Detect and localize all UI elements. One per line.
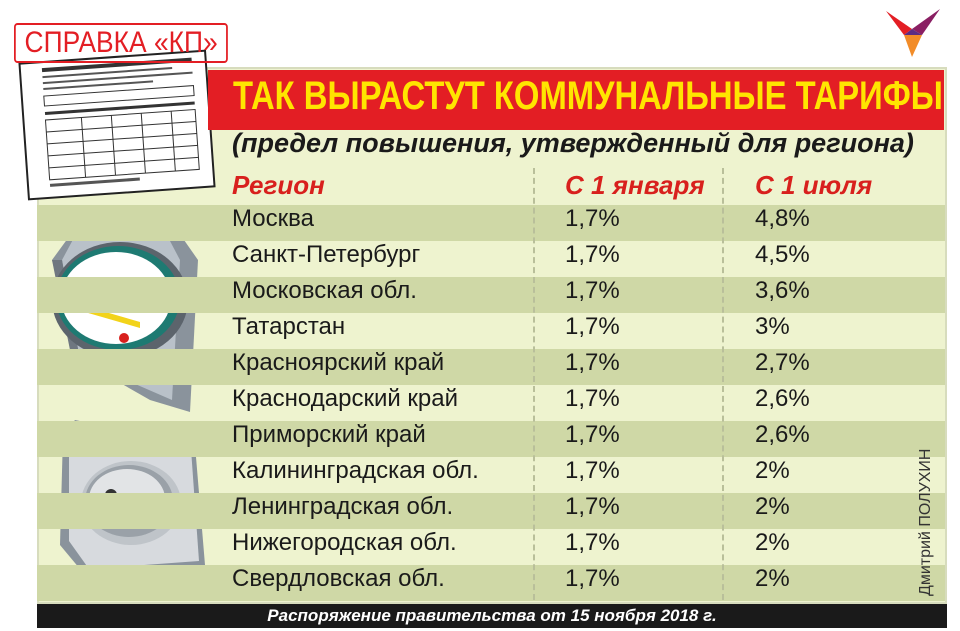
- region-cell: Свердловская обл.: [232, 565, 445, 592]
- table-row: Татарстан 1,7% 3%: [37, 313, 945, 349]
- jul-cell: 3%: [755, 313, 790, 340]
- region-cell: Московская обл.: [232, 277, 417, 304]
- jul-cell: 4,5%: [755, 241, 810, 268]
- region-cell: Приморский край: [232, 421, 426, 448]
- jan-cell: 1,7%: [565, 457, 620, 484]
- title-bar: [208, 70, 944, 130]
- jan-cell: 1,7%: [565, 385, 620, 412]
- tariff-table: Москва 1,7% 4,8% Санкт-Петербург 1,7% 4,…: [37, 205, 945, 601]
- region-cell: Москва: [232, 205, 314, 232]
- table-row: Приморский край 1,7% 2,6%: [37, 421, 945, 457]
- jan-cell: 1,7%: [565, 205, 620, 232]
- jan-cell: 1,7%: [565, 277, 620, 304]
- table-row: Москва 1,7% 4,8%: [37, 205, 945, 241]
- region-cell: Краснодарский край: [232, 385, 459, 412]
- kp-bird-logo-icon: [886, 9, 940, 57]
- jan-cell: 1,7%: [565, 313, 620, 340]
- table-row: Калининградская обл. 1,7% 2%: [37, 457, 945, 493]
- region-cell: Санкт-Петербург: [232, 241, 421, 268]
- region-cell: Ленинградская обл.: [232, 493, 454, 520]
- jul-cell: 2,6%: [755, 385, 810, 412]
- jul-cell: 2%: [755, 565, 790, 592]
- jul-cell: 2,7%: [755, 349, 810, 376]
- column-header-region: Регион: [232, 170, 325, 200]
- column-header-jul: С 1 июля: [755, 170, 873, 200]
- region-cell: Нижегородская обл.: [232, 529, 457, 556]
- jul-cell: 2%: [755, 457, 790, 484]
- table-row: Свердловская обл. 1,7% 2%: [37, 565, 945, 601]
- jul-cell: 3,6%: [755, 277, 810, 304]
- jan-cell: 1,7%: [565, 493, 620, 520]
- region-cell: Татарстан: [232, 313, 346, 340]
- utility-bill-icon: [18, 49, 216, 201]
- region-cell: Калининградская обл.: [232, 457, 479, 484]
- page-subtitle: (предел повышения, утвержденный для реги…: [232, 128, 914, 158]
- brand-label: СПРАВКА «КП»: [14, 23, 229, 63]
- table-row: Санкт-Петербург 1,7% 4,5%: [37, 241, 945, 277]
- table-row: Красноярский край 1,7% 2,7%: [37, 349, 945, 385]
- jul-cell: 2%: [755, 493, 790, 520]
- jan-cell: 1,7%: [565, 565, 620, 592]
- column-header-jan: С 1 января: [565, 170, 705, 200]
- source-footer: Распоряжение правительства от 15 ноября …: [37, 604, 947, 628]
- jan-cell: 1,7%: [565, 529, 620, 556]
- jul-cell: 2,6%: [755, 421, 810, 448]
- column-divider: [533, 168, 535, 600]
- jan-cell: 1,7%: [565, 349, 620, 376]
- jul-cell: 4,8%: [755, 205, 810, 232]
- column-divider: [722, 168, 724, 600]
- page-title: ТАК ВЫРАСТУТ КОММУНАЛЬНЫЕ ТАРИФЫ: [233, 74, 943, 118]
- region-cell: Красноярский край: [232, 349, 445, 376]
- table-row: Ленинградская обл. 1,7% 2%: [37, 493, 945, 529]
- jan-cell: 1,7%: [565, 421, 620, 448]
- table-row: Московская обл. 1,7% 3,6%: [37, 277, 945, 313]
- table-row: Нижегородская обл. 1,7% 2%: [37, 529, 945, 565]
- jul-cell: 2%: [755, 529, 790, 556]
- jan-cell: 1,7%: [565, 241, 620, 268]
- table-row: Краснодарский край 1,7% 2,6%: [37, 385, 945, 421]
- author-credit: Дмитрий ПОЛУХИН: [917, 448, 934, 596]
